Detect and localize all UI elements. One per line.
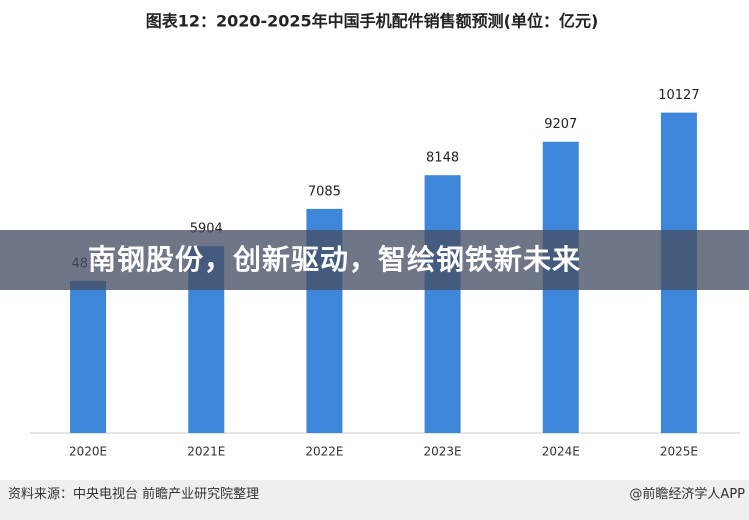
value-label: 7085 <box>308 184 341 199</box>
credit: @前瞻经济学人APP <box>629 487 745 502</box>
x-tick-label: 2023E <box>424 445 462 459</box>
x-tick-label: 2024E <box>542 445 580 459</box>
value-label: 8148 <box>426 151 459 166</box>
chart: 图表12：2020-2025年中国手机配件销售额预测(单位：亿元) 2020E4… <box>30 12 740 459</box>
banner: 南钢股份，创新驱动，智绘钢铁新未来 <box>0 230 749 290</box>
banner-text: 南钢股份，创新驱动，智绘钢铁新未来 <box>88 243 582 276</box>
x-tick-label: 2025E <box>660 445 698 459</box>
chart-title: 图表12：2020-2025年中国手机配件销售额预测(单位：亿元) <box>146 12 599 31</box>
x-tick-label: 2021E <box>187 445 225 459</box>
bar <box>70 280 107 433</box>
footer: 资料来源：中央电视台 前瞻产业研究院整理 @前瞻经济学人APP <box>0 480 749 520</box>
value-label: 10127 <box>658 88 699 103</box>
x-tick-label: 2020E <box>69 445 107 459</box>
x-tick-label: 2022E <box>305 445 343 459</box>
bar <box>424 175 461 433</box>
value-label: 9207 <box>544 117 577 132</box>
source: 资料来源：中央电视台 前瞻产业研究院整理 <box>8 487 260 502</box>
